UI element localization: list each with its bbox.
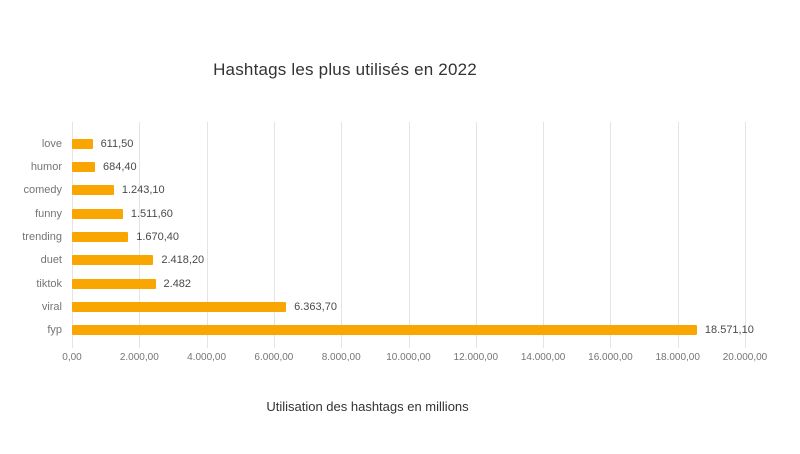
bar xyxy=(72,255,154,266)
x-tick-label: 4.000,00 xyxy=(187,352,227,363)
x-tick-label: 14.000,00 xyxy=(520,352,566,363)
gridline xyxy=(206,122,208,348)
gridline xyxy=(475,122,477,348)
value-label: 1.243,10 xyxy=(121,184,165,197)
category-label: duet xyxy=(40,254,62,267)
x-axis-ticks: 0,00 2.000,00 4.000,00 6.000,00 8.000,00 10.0… xyxy=(62,352,767,366)
bar-row: viral 6.363,70 xyxy=(42,295,745,318)
plot-area: love 611,50 humor 684,40 comedy 1.243,10 funny… xyxy=(22,122,754,348)
gridline xyxy=(273,122,275,348)
value-label: 2.418,20 xyxy=(161,254,205,267)
bar xyxy=(72,278,156,289)
x-tick-label: 12.000,00 xyxy=(453,352,499,363)
value-label: 18.571,10 xyxy=(704,324,754,337)
gridline xyxy=(408,122,410,348)
bar-row: comedy 1.243,10 xyxy=(23,179,745,202)
bar xyxy=(72,301,287,312)
bar xyxy=(72,161,96,172)
gridline xyxy=(610,122,612,348)
chart-title-wrap: Hashtags les plus utilisés en 2022 xyxy=(0,60,690,80)
x-axis-label: Utilisation des hashtags en millions xyxy=(266,399,469,414)
category-label: humor xyxy=(30,160,62,173)
category-label: love xyxy=(41,137,62,150)
gridline xyxy=(745,122,746,348)
x-tick-label: 0,00 xyxy=(62,352,82,363)
gridline xyxy=(543,122,545,348)
value-label: 1.511,60 xyxy=(130,207,173,220)
bar-row: trending 1.670,40 xyxy=(22,225,745,248)
category-label: viral xyxy=(41,300,62,313)
bar xyxy=(72,208,123,219)
x-tick-label: 16.000,00 xyxy=(588,352,633,363)
x-tick-label: 18.000,00 xyxy=(655,352,700,363)
category-label: trending xyxy=(22,230,62,243)
category-label: funny xyxy=(35,207,62,220)
bar-row: funny 1.511,60 xyxy=(35,202,745,225)
value-label: 611,50 xyxy=(100,137,134,150)
category-label: comedy xyxy=(23,184,62,197)
x-tick-label: 10.000,00 xyxy=(386,352,431,363)
bar-row: love 611,50 xyxy=(42,132,745,155)
bar-rows: love 611,50 humor 684,40 comedy 1.243,10 funny… xyxy=(22,122,754,348)
bar xyxy=(72,138,93,149)
gridline xyxy=(139,122,141,348)
bar-row: duet 2.418,20 xyxy=(41,249,745,272)
value-label: 1.670,40 xyxy=(136,230,180,243)
category-label: fyp xyxy=(47,324,62,337)
x-tick-label: 8.000,00 xyxy=(321,352,361,363)
value-label: 2.482 xyxy=(163,277,192,290)
value-label: 684,40 xyxy=(103,160,137,173)
bar xyxy=(72,231,129,242)
x-axis-label-wrap: Utilisation des hashtags en millions xyxy=(0,398,735,416)
value-label: 6.363,70 xyxy=(294,300,337,313)
x-tick-label: 6.000,00 xyxy=(254,352,294,363)
bar xyxy=(72,325,697,336)
x-tick-label: 2.000,00 xyxy=(119,352,159,363)
bar xyxy=(72,185,114,196)
gridline xyxy=(341,122,343,348)
gridline xyxy=(677,122,679,348)
bar-chart: love 611,50 humor 684,40 comedy 1.243,10 funny… xyxy=(0,122,800,363)
bar-row: tiktok 2.482 xyxy=(36,272,745,295)
bar-row: fyp 18.571,10 xyxy=(47,319,754,342)
x-tick-label: 20.000,00 xyxy=(722,352,768,363)
category-label: tiktok xyxy=(36,277,62,290)
chart-title: Hashtags les plus utilisés en 2022 xyxy=(213,60,477,79)
bar-row: humor 684,40 xyxy=(31,155,745,178)
